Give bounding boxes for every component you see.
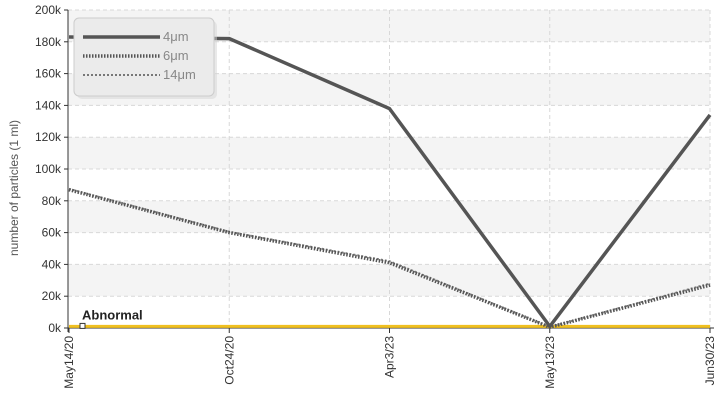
y-tick-label: 120k bbox=[35, 130, 62, 144]
y-tick-label: 60k bbox=[42, 226, 62, 240]
x-tick-label: Oct24/20 bbox=[222, 336, 236, 385]
y-tick-label: 100k bbox=[35, 162, 62, 176]
y-axis-title: number of particles (1 ml) bbox=[7, 120, 21, 256]
x-tick-label: May14/20 bbox=[62, 336, 76, 389]
legend-label: 14μm bbox=[163, 67, 196, 82]
abnormal-threshold: Abnormal bbox=[69, 307, 710, 329]
legend-label: 4μm bbox=[163, 29, 189, 44]
series-line-14m bbox=[68, 187, 711, 328]
y-axis-ticks: 0k 20k 40k 60k 80k 100k 120k 140k 160k 180k 200k bbox=[35, 3, 68, 335]
legend: 4μm 6μm 14μm bbox=[73, 17, 217, 99]
x-tick-label: Jun30/23 bbox=[703, 336, 717, 386]
abnormal-label: Abnormal bbox=[82, 307, 143, 322]
x-tick-label: Apr3/23 bbox=[383, 336, 397, 378]
threshold-marker bbox=[79, 322, 86, 329]
y-tick-label: 20k bbox=[42, 289, 62, 303]
x-tick-label: May13/23 bbox=[543, 336, 557, 389]
y-tick-label: 180k bbox=[35, 35, 62, 49]
x-axis-ticks: May14/20 Oct24/20 Apr3/23 May13/23 Jun30/23 bbox=[62, 328, 717, 389]
y-tick-label: 200k bbox=[35, 3, 62, 17]
y-tick-label: 0k bbox=[48, 321, 62, 335]
legend-label: 6μm bbox=[163, 48, 189, 63]
y-tick-label: 140k bbox=[35, 98, 62, 112]
y-tick-label: 160k bbox=[35, 67, 62, 81]
y-tick-label: 40k bbox=[42, 257, 62, 271]
axes bbox=[67, 10, 714, 332]
y-tick-label: 80k bbox=[42, 194, 62, 208]
